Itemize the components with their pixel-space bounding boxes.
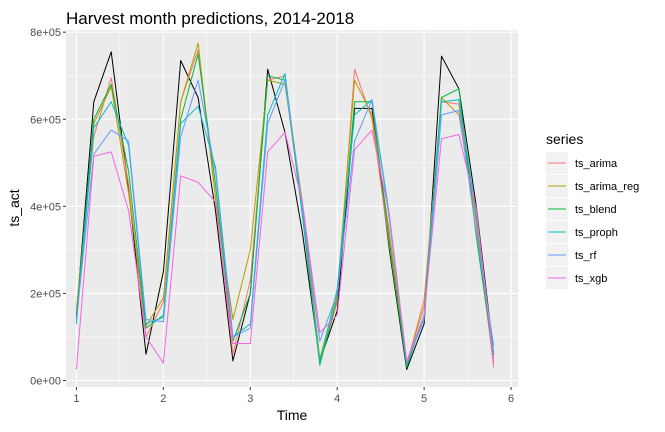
legend: series ts_arima ts_arima_reg ts_blend ts_pr… [546, 131, 639, 289]
plot-panel [66, 30, 518, 387]
series-line-ts-xgb [75, 129, 495, 370]
legend-label-ts-proph: ts_proph [575, 227, 618, 239]
legend-items: ts_arima ts_arima_reg ts_blend ts_proph ts_r… [546, 152, 639, 289]
y-axis: 0e+00 2e+05 4e+05 6e+05 8e+05 [30, 27, 66, 387]
legend-label-ts-rf: ts_rf [575, 250, 597, 262]
x-tick-label: 6 [508, 393, 514, 405]
legend-label-ts-arima: ts_arima [575, 158, 618, 170]
legend-title: series [546, 131, 583, 147]
y-tick-label: 6e+05 [30, 114, 61, 126]
legend-label-ts-arima-reg: ts_arima_reg [575, 181, 639, 193]
grid-minor [66, 30, 518, 387]
x-tick-label: 3 [247, 393, 253, 405]
legend-label-ts-xgb: ts_xgb [575, 273, 607, 285]
series-lines [75, 42, 495, 371]
y-tick-label: 8e+05 [30, 27, 61, 39]
y-tick-label: 2e+05 [30, 288, 61, 300]
x-tick-label: 4 [334, 393, 340, 405]
x-tick-label: 5 [421, 393, 427, 405]
chart-title: Harvest month predictions, 2014-2018 [66, 9, 354, 28]
series-line-ts-rf [75, 79, 495, 364]
x-axis-title: Time [277, 407, 308, 423]
y-tick-label: 0e+00 [30, 375, 61, 387]
x-tick-label: 2 [160, 393, 166, 405]
y-axis-title: ts_act [6, 189, 22, 226]
x-tick-label: 1 [73, 393, 79, 405]
legend-label-ts-blend: ts_blend [575, 204, 617, 216]
x-axis: 1 2 3 4 5 6 [73, 387, 514, 405]
y-tick-label: 4e+05 [30, 201, 61, 213]
